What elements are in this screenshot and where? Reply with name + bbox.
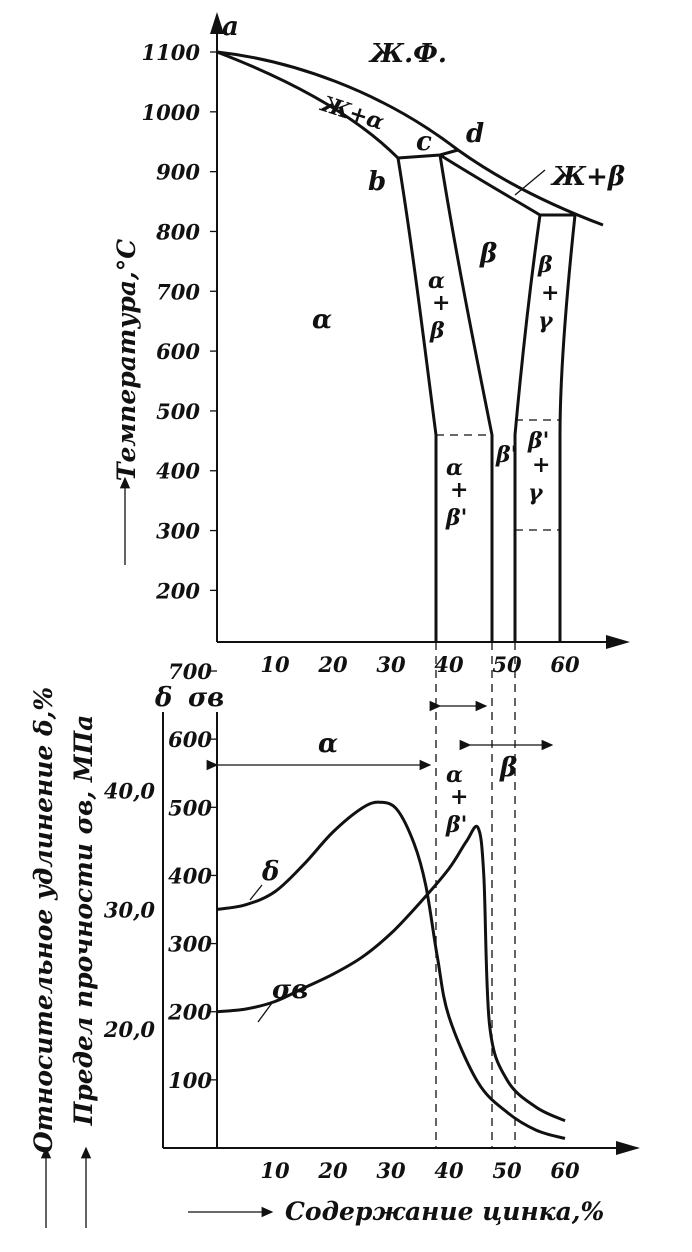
beta-prime-gamma-label-3: γ — [528, 480, 544, 506]
temperature-tick-700: 700 — [156, 279, 200, 304]
temperature-tick-800: 800 — [155, 219, 200, 244]
beta-prime-gamma-label-2: + — [532, 452, 550, 478]
delta-axis-symbol: δ — [154, 683, 172, 713]
zinc-axis-title: Содержание цинка,% — [285, 1197, 604, 1226]
delta-tick-30-0: 30,0 — [104, 898, 156, 923]
beta-region-label: β — [479, 239, 497, 269]
sigma-axis-symbol: σв — [188, 683, 224, 713]
temperature-axis-title: Температура,°С — [112, 239, 141, 481]
alpha-beta-label-3: β — [429, 318, 445, 344]
alpha-solidus-line — [216, 50, 400, 160]
sigma-tick-labels: 700 600 500 400 300 200 100 — [167, 659, 217, 1093]
alpha-beta-prime-label-2: + — [450, 477, 468, 503]
zinc-axis-bottom-arrow — [616, 1141, 640, 1155]
alpha-beta-prime-range-label-1: α — [446, 762, 463, 788]
sigma-tick-200: 200 — [167, 1000, 212, 1025]
sigma-tick-100: 100 — [168, 1068, 212, 1093]
delta-tick-40-0: 40,0 — [104, 778, 156, 803]
sigma-tick-500: 500 — [168, 795, 212, 820]
zinc-tick-labels-bottom: 10 20 30 40 50 60 — [260, 1158, 580, 1183]
beta-gamma-label-3: γ — [538, 308, 554, 334]
liquid-beta-label: Ж+β — [550, 162, 625, 192]
temperature-tick-600: 600 — [156, 339, 200, 364]
alpha-region-label: α — [312, 305, 332, 335]
temperature-axis-arrow — [210, 12, 224, 34]
point-a-label: a — [222, 12, 239, 42]
strength-curve — [216, 824, 566, 1123]
alpha-beta-prime-range-label-3: β' — [445, 812, 467, 838]
alpha-phase-boundary — [396, 157, 438, 642]
zinc-axis-top-arrow — [606, 635, 630, 649]
liquid-phase-label: Ж.Ф. — [368, 39, 447, 69]
zinc-top-tick-30: 30 — [376, 652, 406, 677]
temperature-tick-500: 500 — [156, 399, 200, 424]
sigma-axis-title: Предел прочности σв, МПа — [69, 715, 98, 1127]
beta-gamma-label-1: β — [537, 252, 553, 278]
alpha-beta-label-2: + — [432, 290, 450, 316]
sigma-tick-300: 300 — [168, 932, 212, 957]
point-c-label: c — [416, 127, 432, 157]
liquid-beta-leader — [514, 169, 546, 196]
delta-tick-labels: 40,0 30,0 20,0 — [103, 778, 156, 1042]
sigma-curve-leader — [257, 1002, 273, 1023]
sigma-tick-600: 600 — [168, 727, 212, 752]
temperature-tick-1100: 1100 — [142, 40, 201, 65]
zinc-bottom-tick-10: 10 — [260, 1158, 290, 1183]
point-b-label: b — [368, 167, 386, 197]
beta-left-boundary — [438, 154, 494, 642]
delta-curve-label: δ — [261, 857, 279, 887]
zinc-top-tick-60: 60 — [550, 652, 580, 677]
alpha-beta-prime-label-3: β' — [445, 505, 467, 531]
beta-gamma-label-2: + — [541, 280, 559, 306]
zinc-top-tick-10: 10 — [260, 652, 290, 677]
delta-tick-20-0: 20,0 — [103, 1017, 156, 1042]
zinc-top-tick-20: 20 — [317, 652, 348, 677]
sigma-tick-700: 700 — [168, 659, 212, 684]
zinc-tick-labels-top: 10 20 30 40 50 60 — [260, 652, 580, 677]
temperature-tick-900: 900 — [156, 160, 200, 185]
zinc-bottom-tick-30: 30 — [376, 1158, 406, 1183]
zinc-bottom-tick-20: 20 — [317, 1158, 348, 1183]
zinc-top-tick-50: 50 — [492, 652, 522, 677]
sigma-tick-400: 400 — [168, 863, 212, 888]
alpha-beta-prime-label-1: α — [446, 455, 463, 481]
liquid-alpha-label: Ж+α — [316, 90, 387, 135]
temperature-tick-1000: 1000 — [142, 100, 201, 125]
gamma-boundary — [558, 214, 577, 642]
zinc-bottom-tick-60: 60 — [550, 1158, 580, 1183]
zinc-bottom-tick-40: 40 — [434, 1158, 464, 1183]
beta-solidus-line — [439, 153, 575, 217]
beta-prime-gamma-label-1: β' — [527, 428, 549, 454]
zinc-bottom-tick-50: 50 — [492, 1158, 522, 1183]
phase-diagram: 1100 1000 900 800 700 600 500 400 300 200 10 20 30 4… — [112, 12, 630, 677]
beta-range-label: β — [499, 753, 517, 783]
liquidus-line — [216, 50, 604, 227]
elongation-curve — [216, 800, 566, 1140]
point-d-label: d — [466, 119, 484, 149]
temperature-tick-labels: 1100 1000 900 800 700 600 500 400 300 200 — [142, 40, 217, 603]
alpha-beta-label-1: α — [428, 268, 445, 294]
temperature-tick-400: 400 — [156, 459, 200, 484]
delta-axis-title: Относительное удлинение δ,% — [29, 687, 58, 1153]
zinc-top-tick-40: 40 — [434, 652, 464, 677]
beta-right-boundary — [513, 214, 542, 642]
alpha-beta-prime-range-label-2: + — [450, 784, 468, 810]
beta-prime-label: β' — [495, 442, 517, 468]
temperature-tick-200: 200 — [155, 578, 200, 603]
alpha-range-label: α — [318, 729, 338, 759]
delta-curve-leader — [249, 884, 263, 901]
sigma-curve-label: σв — [272, 975, 308, 1005]
property-curves — [216, 800, 566, 1140]
temperature-tick-300: 300 — [156, 519, 200, 544]
